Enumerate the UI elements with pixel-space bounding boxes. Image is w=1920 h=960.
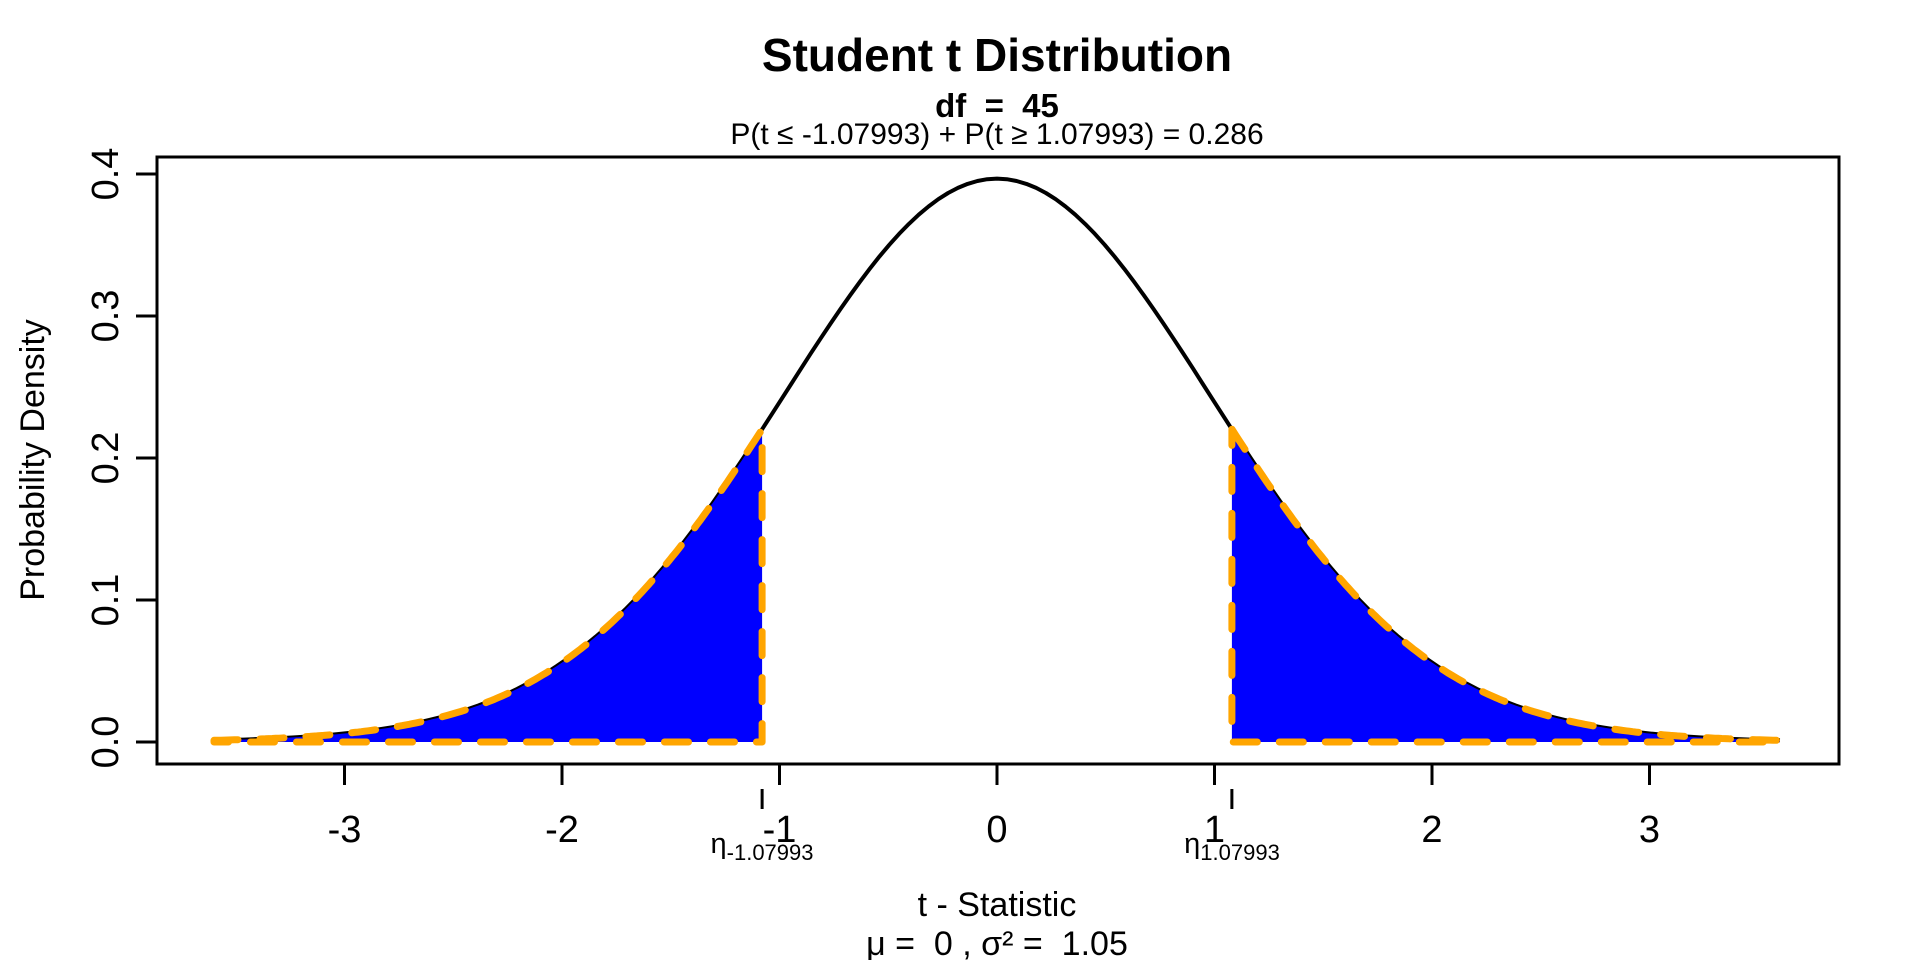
y-axis-tick-label: 0.0	[85, 716, 127, 769]
y-axis-tick-label: 0.4	[85, 148, 127, 201]
x-axis-tick-label: -3	[328, 809, 362, 851]
y-axis-tick-label: 0.3	[85, 290, 127, 343]
eta-symbol: η	[711, 828, 727, 860]
eta-symbol: η	[1184, 828, 1200, 860]
x-axis-tick-label: 0	[986, 809, 1007, 851]
x-axis-parameters: μ = 0 , σ² = 1.05	[866, 925, 1128, 960]
x-axis-tick-label: 1	[1204, 809, 1225, 851]
left-tail-region	[210, 425, 766, 746]
right-tail-region	[1228, 425, 1784, 746]
x-axis-tick-label: 2	[1421, 809, 1442, 851]
plot-area-layer	[210, 176, 1784, 746]
density-curve	[213, 176, 1781, 743]
eta-subscript: 1.07993	[1200, 840, 1280, 865]
x-axis-tick-label: 3	[1639, 809, 1660, 851]
eta-subscript: -1.07993	[727, 840, 814, 865]
eta-label-left: η-1.07993	[711, 828, 814, 865]
eta-label-right: η1.07993	[1184, 828, 1280, 865]
plot-box	[155, 155, 1841, 766]
x-axis-tick-label: -1	[763, 809, 797, 851]
axis-ticks-layer: -3 -2 -1 0 1 2 3 0.0 0.1 0.2 0.3 0.4	[85, 148, 1660, 851]
y-axis-tick-label: 0.1	[85, 574, 127, 627]
y-axis-title: Probability Density	[14, 319, 52, 601]
x-axis-tick-label: -2	[545, 809, 579, 851]
chart-title: Student t Distribution	[762, 29, 1232, 81]
x-axis-title: t - Statistic	[918, 886, 1077, 924]
y-axis-tick-label: 0.2	[85, 432, 127, 485]
chart-subtitle-df: df = 45	[935, 87, 1059, 124]
chart-subtitle-probability: P(t ≤ -1.07993) + P(t ≥ 1.07993) = 0.286	[730, 118, 1263, 151]
